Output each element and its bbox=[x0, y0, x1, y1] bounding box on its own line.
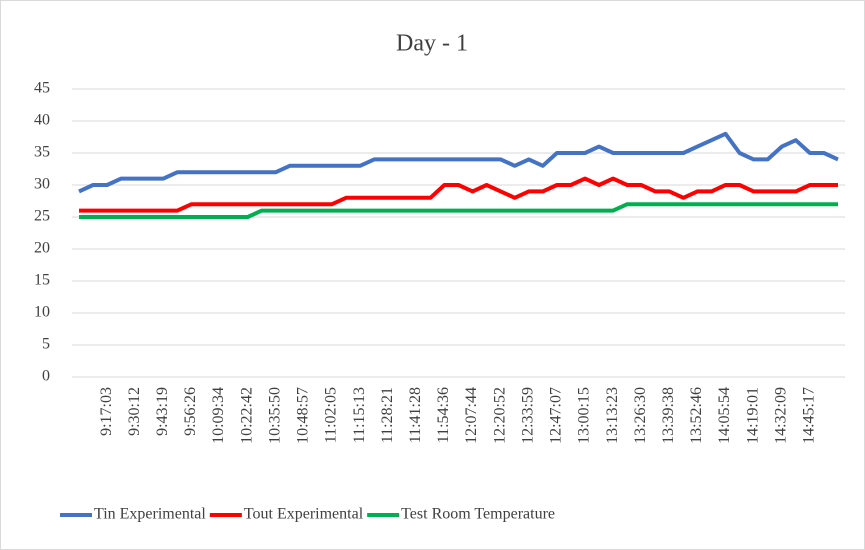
series-line bbox=[79, 202, 838, 219]
y-tick-label: 10 bbox=[34, 304, 50, 321]
x-tick-label: 14:45:17 bbox=[801, 387, 818, 444]
x-tick-label: 11:28:21 bbox=[379, 387, 396, 443]
x-tick-label: 9:43:19 bbox=[154, 387, 171, 436]
x-tick-label: 14:05:54 bbox=[716, 387, 733, 444]
y-tick-label: 15 bbox=[34, 272, 50, 289]
x-tick-label: 10:22:42 bbox=[238, 387, 255, 444]
x-tick-label: 12:20:52 bbox=[491, 387, 508, 444]
y-tick-label: 45 bbox=[34, 80, 50, 97]
series-line bbox=[79, 176, 838, 213]
x-tick-label: 10:48:57 bbox=[295, 387, 312, 444]
x-tick-label: 11:41:28 bbox=[407, 387, 424, 443]
legend-label: Test Room Temperature bbox=[401, 506, 555, 523]
y-tick-label: 30 bbox=[34, 176, 50, 193]
x-tick-label: 9:30:12 bbox=[126, 387, 143, 436]
x-tick-label: 13:13:23 bbox=[604, 387, 621, 444]
x-tick-label: 11:54:36 bbox=[435, 387, 452, 443]
x-tick-label: 12:47:07 bbox=[548, 387, 565, 444]
y-tick-label: 25 bbox=[34, 208, 50, 225]
x-tick-label: 13:39:38 bbox=[660, 387, 677, 444]
x-tick-label: 14:32:09 bbox=[772, 387, 789, 444]
x-tick-label: 10:09:34 bbox=[210, 387, 227, 444]
y-tick-label: 5 bbox=[42, 336, 50, 353]
y-tick-label: 20 bbox=[34, 240, 50, 257]
x-tick-label: 11:15:13 bbox=[351, 387, 368, 443]
x-tick-label: 12:33:59 bbox=[519, 387, 536, 444]
x-tick-label: 9:17:03 bbox=[98, 387, 115, 436]
x-tick-label: 14:19:01 bbox=[744, 387, 761, 444]
x-tick-label: 13:26:30 bbox=[632, 387, 649, 444]
legend-label: Tin Experimental bbox=[94, 506, 206, 523]
x-tick-label: 12:07:44 bbox=[463, 387, 480, 444]
series-line bbox=[78, 131, 839, 194]
x-tick-label: 10:35:50 bbox=[266, 387, 283, 444]
y-tick-label: 35 bbox=[34, 144, 50, 161]
y-tick-label: 40 bbox=[34, 112, 50, 129]
x-tick-label: 13:00:15 bbox=[576, 387, 593, 444]
x-tick-label: 11:02:05 bbox=[323, 387, 340, 443]
legend-label: Tout Experimental bbox=[244, 506, 364, 523]
y-tick-label: 0 bbox=[42, 368, 50, 385]
x-tick-label: 13:52:46 bbox=[688, 387, 705, 444]
chart-title: Day - 1 bbox=[396, 31, 468, 57]
x-tick-label: 9:56:26 bbox=[182, 387, 199, 436]
